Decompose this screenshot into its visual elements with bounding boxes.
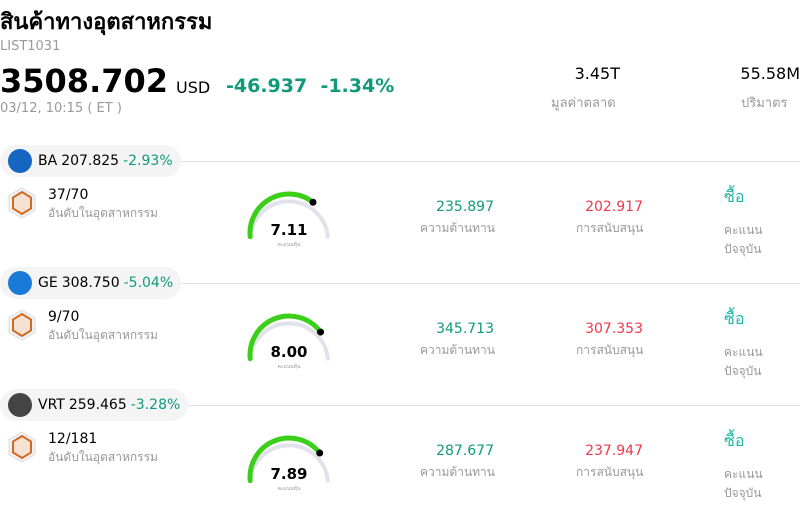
stock-row[interactable]: GE 308.750 -5.04% 9/70 อันดับในอุตสาหกรร… [0,267,800,389]
stock-pill[interactable]: BA 207.825 -2.93% [0,145,181,177]
stock-row[interactable]: VRT 259.465 -3.28% 12/181 อันดับในอุตสาห… [0,389,800,511]
gauge-marker [317,328,325,336]
resistance-value: 287.677 [436,443,494,459]
ticker: VRT [38,397,65,413]
volume-value: 55.58M [740,64,800,83]
rank-hexagon-icon [8,187,36,219]
rank-hexagon-icon [8,309,36,341]
score-label: คะแนนหุ้น [278,241,301,248]
ticker: GE [38,275,58,291]
company-logo-icon [8,149,32,173]
score-value: 8.00 [270,343,307,361]
score-gauge: 8.00 คะแนนหุ้น [247,313,330,370]
support-label: การสนับสนุน [576,221,644,235]
change-percent: -1.34% [320,75,395,97]
stock-price: 308.750 [61,275,120,291]
resistance-label: ความต้านทาน [420,221,495,235]
market-cap-label: มูลค่าตลาด [551,96,616,111]
volume-label: ปริมาตร [741,96,788,111]
change-value: -46.937 [226,75,308,97]
index-price: 3508.702 [0,62,169,100]
divider [181,161,800,162]
rating-label: คะแนนปัจจุบัน [724,467,763,500]
timestamp: 03/12, 10:15 ( ET ) [0,101,122,116]
industry-rank: 37/70 [48,187,89,203]
gauge-fill [247,313,324,362]
stock-price: 259.465 [68,397,127,413]
support-value: 237.947 [585,443,643,459]
industry-rank: 9/70 [48,309,80,325]
price-change: -46.937 -1.34% [226,75,394,97]
industry-rank-label: อันดับในอุตสาหกรรม [48,328,158,342]
stock-change: -5.04% [123,275,174,291]
support-value: 307.353 [585,321,643,337]
rank-hexagon-icon [8,431,36,463]
resistance-label: ความต้านทาน [420,465,495,479]
industry-rank-label: อันดับในอุตสาหกรรม [48,450,158,464]
company-logo-icon [8,393,32,417]
support-value: 202.917 [585,199,643,215]
industry-rank-label: อันดับในอุตสาหกรรม [48,206,158,220]
gauge-track [248,321,330,361]
gauge-fill [247,191,316,240]
currency: USD [176,78,211,97]
rating-label: คะแนนปัจจุบัน [724,223,763,256]
rating-link[interactable]: ซื้อ [724,431,745,450]
gauge-track [248,443,330,483]
rating-link[interactable]: ซื้อ [724,187,745,206]
support-label: การสนับสนุน [576,465,644,479]
score-value: 7.11 [270,221,307,239]
market-cap-value: 3.45T [574,64,620,83]
resistance-label: ความต้านทาน [420,343,495,357]
stock-pill[interactable]: VRT 259.465 -3.28% [0,389,189,421]
page-title: สินค้าทางอุตสาหกรรม [0,10,213,35]
company-logo-icon [8,271,32,295]
gauge-fill [247,435,323,484]
gauge-track [248,199,330,239]
stock-row[interactable]: BA 207.825 -2.93% 37/70 อันดับในอุตสาหกร… [0,145,800,267]
stock-pill[interactable]: GE 308.750 -5.04% [0,267,182,299]
divider [188,405,800,406]
divider [181,283,800,284]
stock-change: -3.28% [130,397,181,413]
score-label: คะแนนหุ้น [278,363,301,370]
stock-change: -2.93% [123,153,173,169]
gauge-marker [309,198,317,206]
score-gauge: 7.11 คะแนนหุ้น [247,191,330,248]
ticker: BA [38,153,58,169]
score-label: คะแนนหุ้น [278,485,301,492]
rating-label: คะแนนปัจจุบัน [724,345,763,378]
industry-rank: 12/181 [48,431,98,447]
list-code: LIST1031 [0,39,61,54]
stock-price: 207.825 [61,153,120,169]
score-gauge: 7.89 คะแนนหุ้น [247,435,330,492]
gauge-marker [316,449,324,457]
support-label: การสนับสนุน [576,343,644,357]
resistance-value: 345.713 [436,321,494,337]
score-value: 7.89 [270,465,307,483]
rating-link[interactable]: ซื้อ [724,309,745,328]
resistance-value: 235.897 [436,199,494,215]
